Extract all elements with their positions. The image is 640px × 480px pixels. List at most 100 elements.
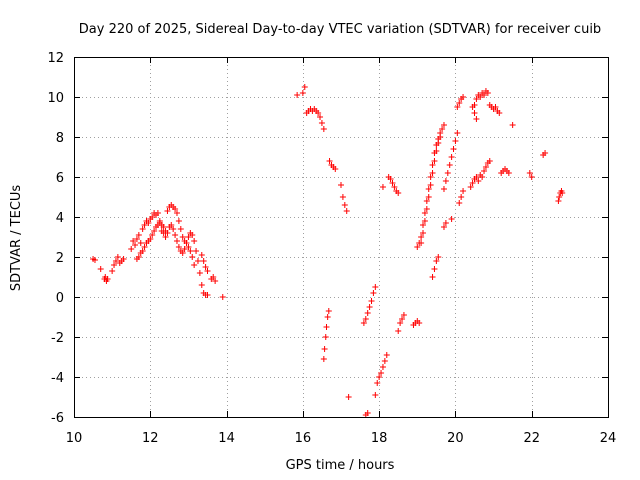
data-point	[473, 174, 480, 180]
data-point	[460, 94, 467, 100]
y-tick-label: 2	[56, 251, 64, 266]
data-point	[317, 114, 324, 120]
data-point	[168, 222, 175, 228]
data-point	[345, 394, 352, 400]
data-point	[219, 294, 226, 300]
data-point	[360, 320, 367, 326]
data-point	[137, 240, 144, 246]
data-point	[325, 308, 332, 314]
data-point	[421, 218, 428, 224]
data-point	[418, 240, 425, 246]
data-point	[172, 232, 179, 238]
data-point	[556, 194, 563, 200]
data-point	[191, 238, 198, 244]
x-tick-label: 12	[142, 431, 159, 446]
data-point	[471, 102, 478, 108]
data-point	[397, 320, 404, 326]
data-point	[477, 94, 484, 100]
data-point	[399, 316, 406, 322]
data-point	[187, 248, 194, 254]
data-point	[173, 210, 180, 216]
x-tick-label: 18	[371, 431, 388, 446]
y-tick-label: 10	[47, 91, 64, 106]
data-point	[433, 258, 440, 264]
y-axis-label: SDTVAR / TECUs	[9, 185, 24, 292]
y-tick-label: 8	[56, 131, 64, 146]
data-point	[132, 242, 139, 248]
data-point	[151, 228, 158, 234]
data-point	[332, 166, 339, 172]
data-point	[372, 284, 379, 290]
data-point	[318, 120, 325, 126]
x-tick-label: 20	[447, 431, 464, 446]
data-point	[418, 234, 425, 240]
data-point	[440, 224, 447, 230]
data-point	[429, 162, 436, 168]
data-point	[425, 194, 432, 200]
data-point	[435, 254, 442, 260]
grid-lines	[74, 57, 608, 417]
data-point	[400, 312, 407, 318]
data-point	[189, 254, 196, 260]
data-marks	[90, 84, 566, 418]
data-point	[172, 206, 179, 212]
data-point	[439, 126, 446, 132]
data-point	[326, 158, 333, 164]
data-point	[460, 188, 467, 194]
data-point	[395, 190, 402, 196]
data-point	[112, 258, 119, 264]
data-point	[559, 190, 566, 196]
data-point	[139, 226, 146, 232]
data-point	[458, 194, 465, 200]
data-point	[414, 244, 421, 250]
data-point	[204, 268, 211, 274]
data-point	[475, 178, 482, 184]
data-point	[320, 126, 327, 132]
data-point	[301, 84, 308, 90]
y-tick-label: 6	[56, 171, 64, 186]
data-point	[210, 274, 217, 280]
data-point	[486, 158, 493, 164]
data-point	[194, 258, 201, 264]
data-point	[114, 254, 121, 260]
data-point	[381, 358, 388, 364]
data-point	[185, 244, 192, 250]
data-point	[191, 262, 198, 268]
data-point	[141, 244, 148, 250]
x-tick-label: 14	[218, 431, 235, 446]
data-point	[160, 224, 167, 230]
data-point	[109, 268, 116, 274]
data-point	[97, 266, 104, 272]
data-point	[170, 226, 177, 232]
data-point	[299, 90, 306, 96]
plot-frame	[74, 57, 609, 418]
chart-title: Day 220 of 2025, Sidereal Day-to-day VTE…	[79, 22, 601, 37]
data-point	[366, 304, 373, 310]
data-point	[456, 200, 463, 206]
data-point	[391, 184, 398, 190]
data-point	[173, 238, 180, 244]
data-point	[204, 292, 211, 298]
data-point	[440, 186, 447, 192]
data-point	[149, 232, 156, 238]
data-point	[133, 236, 140, 242]
data-point	[383, 352, 390, 358]
data-point	[467, 184, 474, 190]
data-point	[387, 176, 394, 182]
data-point	[492, 104, 499, 110]
data-point	[505, 170, 512, 176]
data-point	[212, 278, 219, 284]
data-point	[389, 180, 396, 186]
data-point	[509, 122, 516, 128]
data-point	[425, 186, 432, 192]
data-point	[454, 104, 461, 110]
data-point	[338, 182, 344, 188]
data-point	[343, 208, 350, 214]
data-point	[145, 220, 152, 226]
y-tick-label: 4	[56, 211, 64, 226]
data-point	[442, 178, 449, 184]
data-point	[147, 236, 154, 242]
data-point	[179, 250, 186, 256]
data-point	[420, 222, 427, 228]
data-point	[368, 298, 375, 304]
